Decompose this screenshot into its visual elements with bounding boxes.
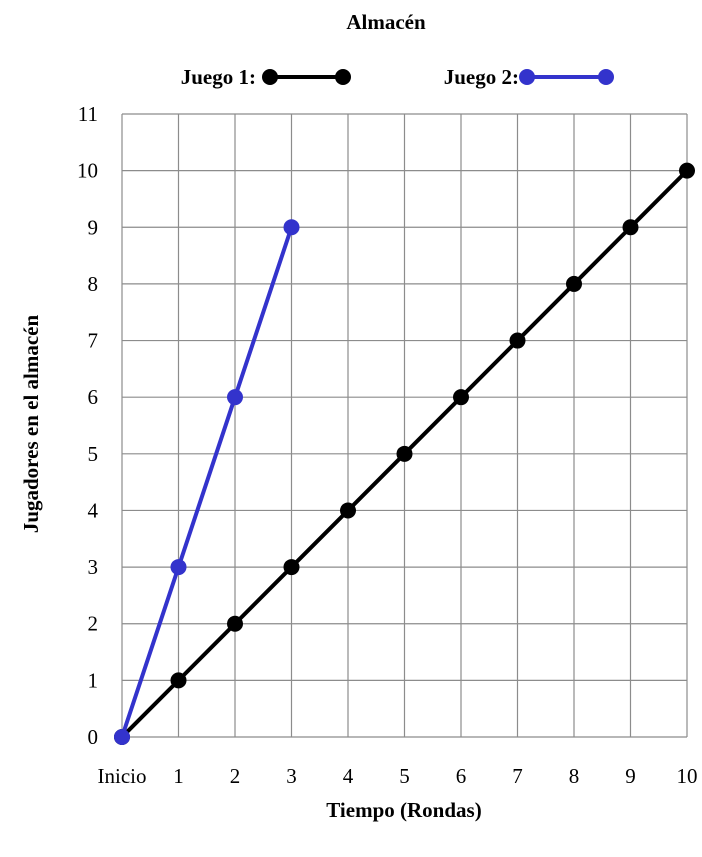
x-tick-label: 10 <box>677 764 698 788</box>
legend-item-2: Juego 2: <box>444 65 614 89</box>
x-tick-label: 5 <box>399 764 410 788</box>
x-tick-label: Inicio <box>98 764 147 788</box>
y-axis-label: Jugadores en el almacén <box>19 315 43 534</box>
series-1 <box>114 162 695 745</box>
data-point <box>170 672 187 689</box>
y-tick-label: 7 <box>88 329 99 353</box>
data-point <box>227 615 243 632</box>
data-point <box>396 445 413 462</box>
x-tick-label: 3 <box>286 764 297 788</box>
x-tick-label: 1 <box>173 764 184 788</box>
y-tick-label: 9 <box>88 215 99 239</box>
legend-swatch-marker <box>598 69 614 85</box>
y-tick-label: 6 <box>88 385 99 409</box>
series-line <box>120 225 294 739</box>
y-tick-label: 0 <box>88 725 99 749</box>
y-tick-label: 1 <box>88 668 99 692</box>
x-tick-label: 8 <box>569 764 580 788</box>
legend-swatch-marker <box>519 69 535 85</box>
x-tick-label: 4 <box>343 764 354 788</box>
y-tick-label: 11 <box>78 102 98 126</box>
x-tick-label: 7 <box>512 764 523 788</box>
series-layer <box>114 162 695 745</box>
y-axis-ticks: 0 1 2 3 4 5 6 7 8 9 10 11 <box>77 102 99 749</box>
legend-item-1: Juego 1: <box>181 65 351 89</box>
data-point <box>453 389 469 406</box>
y-tick-label: 5 <box>88 442 99 466</box>
series-2 <box>114 219 300 745</box>
legend-swatch-marker <box>335 69 351 85</box>
y-tick-label: 2 <box>88 612 99 636</box>
x-axis-label: Tiempo (Rondas) <box>326 798 481 822</box>
data-point <box>114 729 130 745</box>
legend-label: Juego 2: <box>444 65 519 89</box>
data-point <box>340 502 356 519</box>
grid <box>121 113 688 738</box>
y-tick-label: 10 <box>77 159 98 183</box>
x-axis-ticks: Inicio 1 2 3 4 5 6 7 8 9 10 <box>98 764 698 788</box>
chart-title: Almacén <box>346 10 426 34</box>
data-point <box>509 332 526 349</box>
legend-swatch-marker <box>262 69 278 85</box>
data-point <box>170 559 187 576</box>
data-point <box>227 389 243 406</box>
x-tick-label: 2 <box>230 764 241 788</box>
data-point <box>622 219 639 236</box>
data-point <box>679 162 695 179</box>
data-point <box>283 559 300 576</box>
legend-label: Juego 1: <box>181 65 256 89</box>
y-tick-label: 4 <box>88 498 99 522</box>
data-point <box>283 219 300 236</box>
x-tick-label: 9 <box>625 764 636 788</box>
data-point <box>566 275 582 292</box>
legend: Juego 1: Juego 2: <box>181 65 614 89</box>
y-tick-label: 8 <box>88 272 99 296</box>
x-tick-label: 6 <box>456 764 467 788</box>
y-tick-label: 3 <box>88 555 99 579</box>
